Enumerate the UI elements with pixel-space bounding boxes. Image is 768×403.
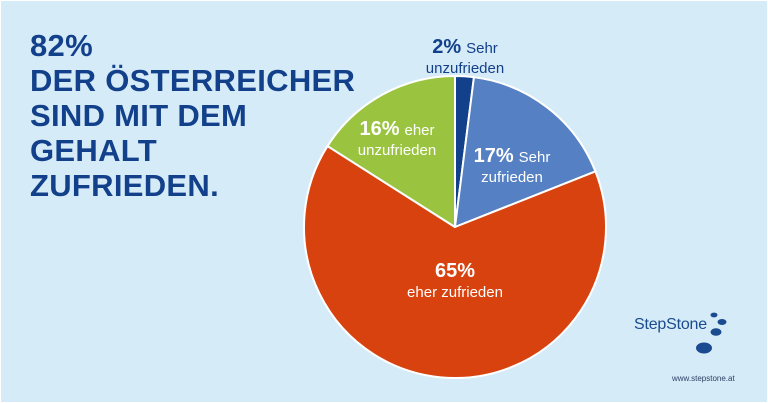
slice-label: 16% eher unzufrieden [358, 118, 436, 159]
headline-line-3: SIND MIT DEM [30, 98, 248, 133]
brand-block: StepStone www.stepstone.at [628, 308, 748, 388]
slice-label-line-1: 65% [435, 260, 475, 282]
brand-url: www.stepstone.at [672, 374, 735, 383]
slice-label-line-2: eher zufrieden [407, 284, 503, 301]
headline-line-5: ZUFRIEDEN. [30, 168, 219, 203]
slice-label-line-2: zufrieden [481, 169, 543, 186]
slice-label-word: eher [405, 122, 435, 139]
headline-line-2: DER ÖSTERREICHER [30, 63, 356, 98]
slice-label-word: Sehr [519, 149, 551, 166]
slice-label-line-1: 2% Sehr [432, 36, 498, 58]
slice-percent: 16% [359, 118, 399, 140]
pie-slice [326, 75, 456, 228]
headline-line-1: 82% [30, 28, 93, 63]
headline-line-4: GEHALT [30, 133, 157, 168]
slice-label: 2% Sehr unzufrieden [426, 36, 504, 77]
slice-label-line-2: unzufrieden [426, 60, 504, 77]
slice-label-line-2: unzufrieden [358, 142, 436, 159]
slice-label-line-1: 16% eher [359, 118, 434, 140]
stepstone-logo-icon [696, 312, 727, 354]
slice-label-word: Sehr [466, 40, 498, 57]
slice-percent: 65% [435, 260, 475, 282]
slice-percent: 2% [432, 36, 461, 58]
slice-label: 65% eher zufrieden [407, 260, 503, 301]
brand-name: StepStone [634, 316, 707, 333]
slice-label: 17% Sehr zufrieden [474, 145, 551, 186]
pie-slice [454, 76, 597, 228]
headline: 82% DER ÖSTERREICHER SIND MIT DEM GEHALT… [30, 28, 356, 203]
slice-percent: 17% [474, 145, 514, 167]
slice-label-line-1: 17% Sehr [474, 145, 551, 167]
pie-slice [303, 145, 607, 379]
